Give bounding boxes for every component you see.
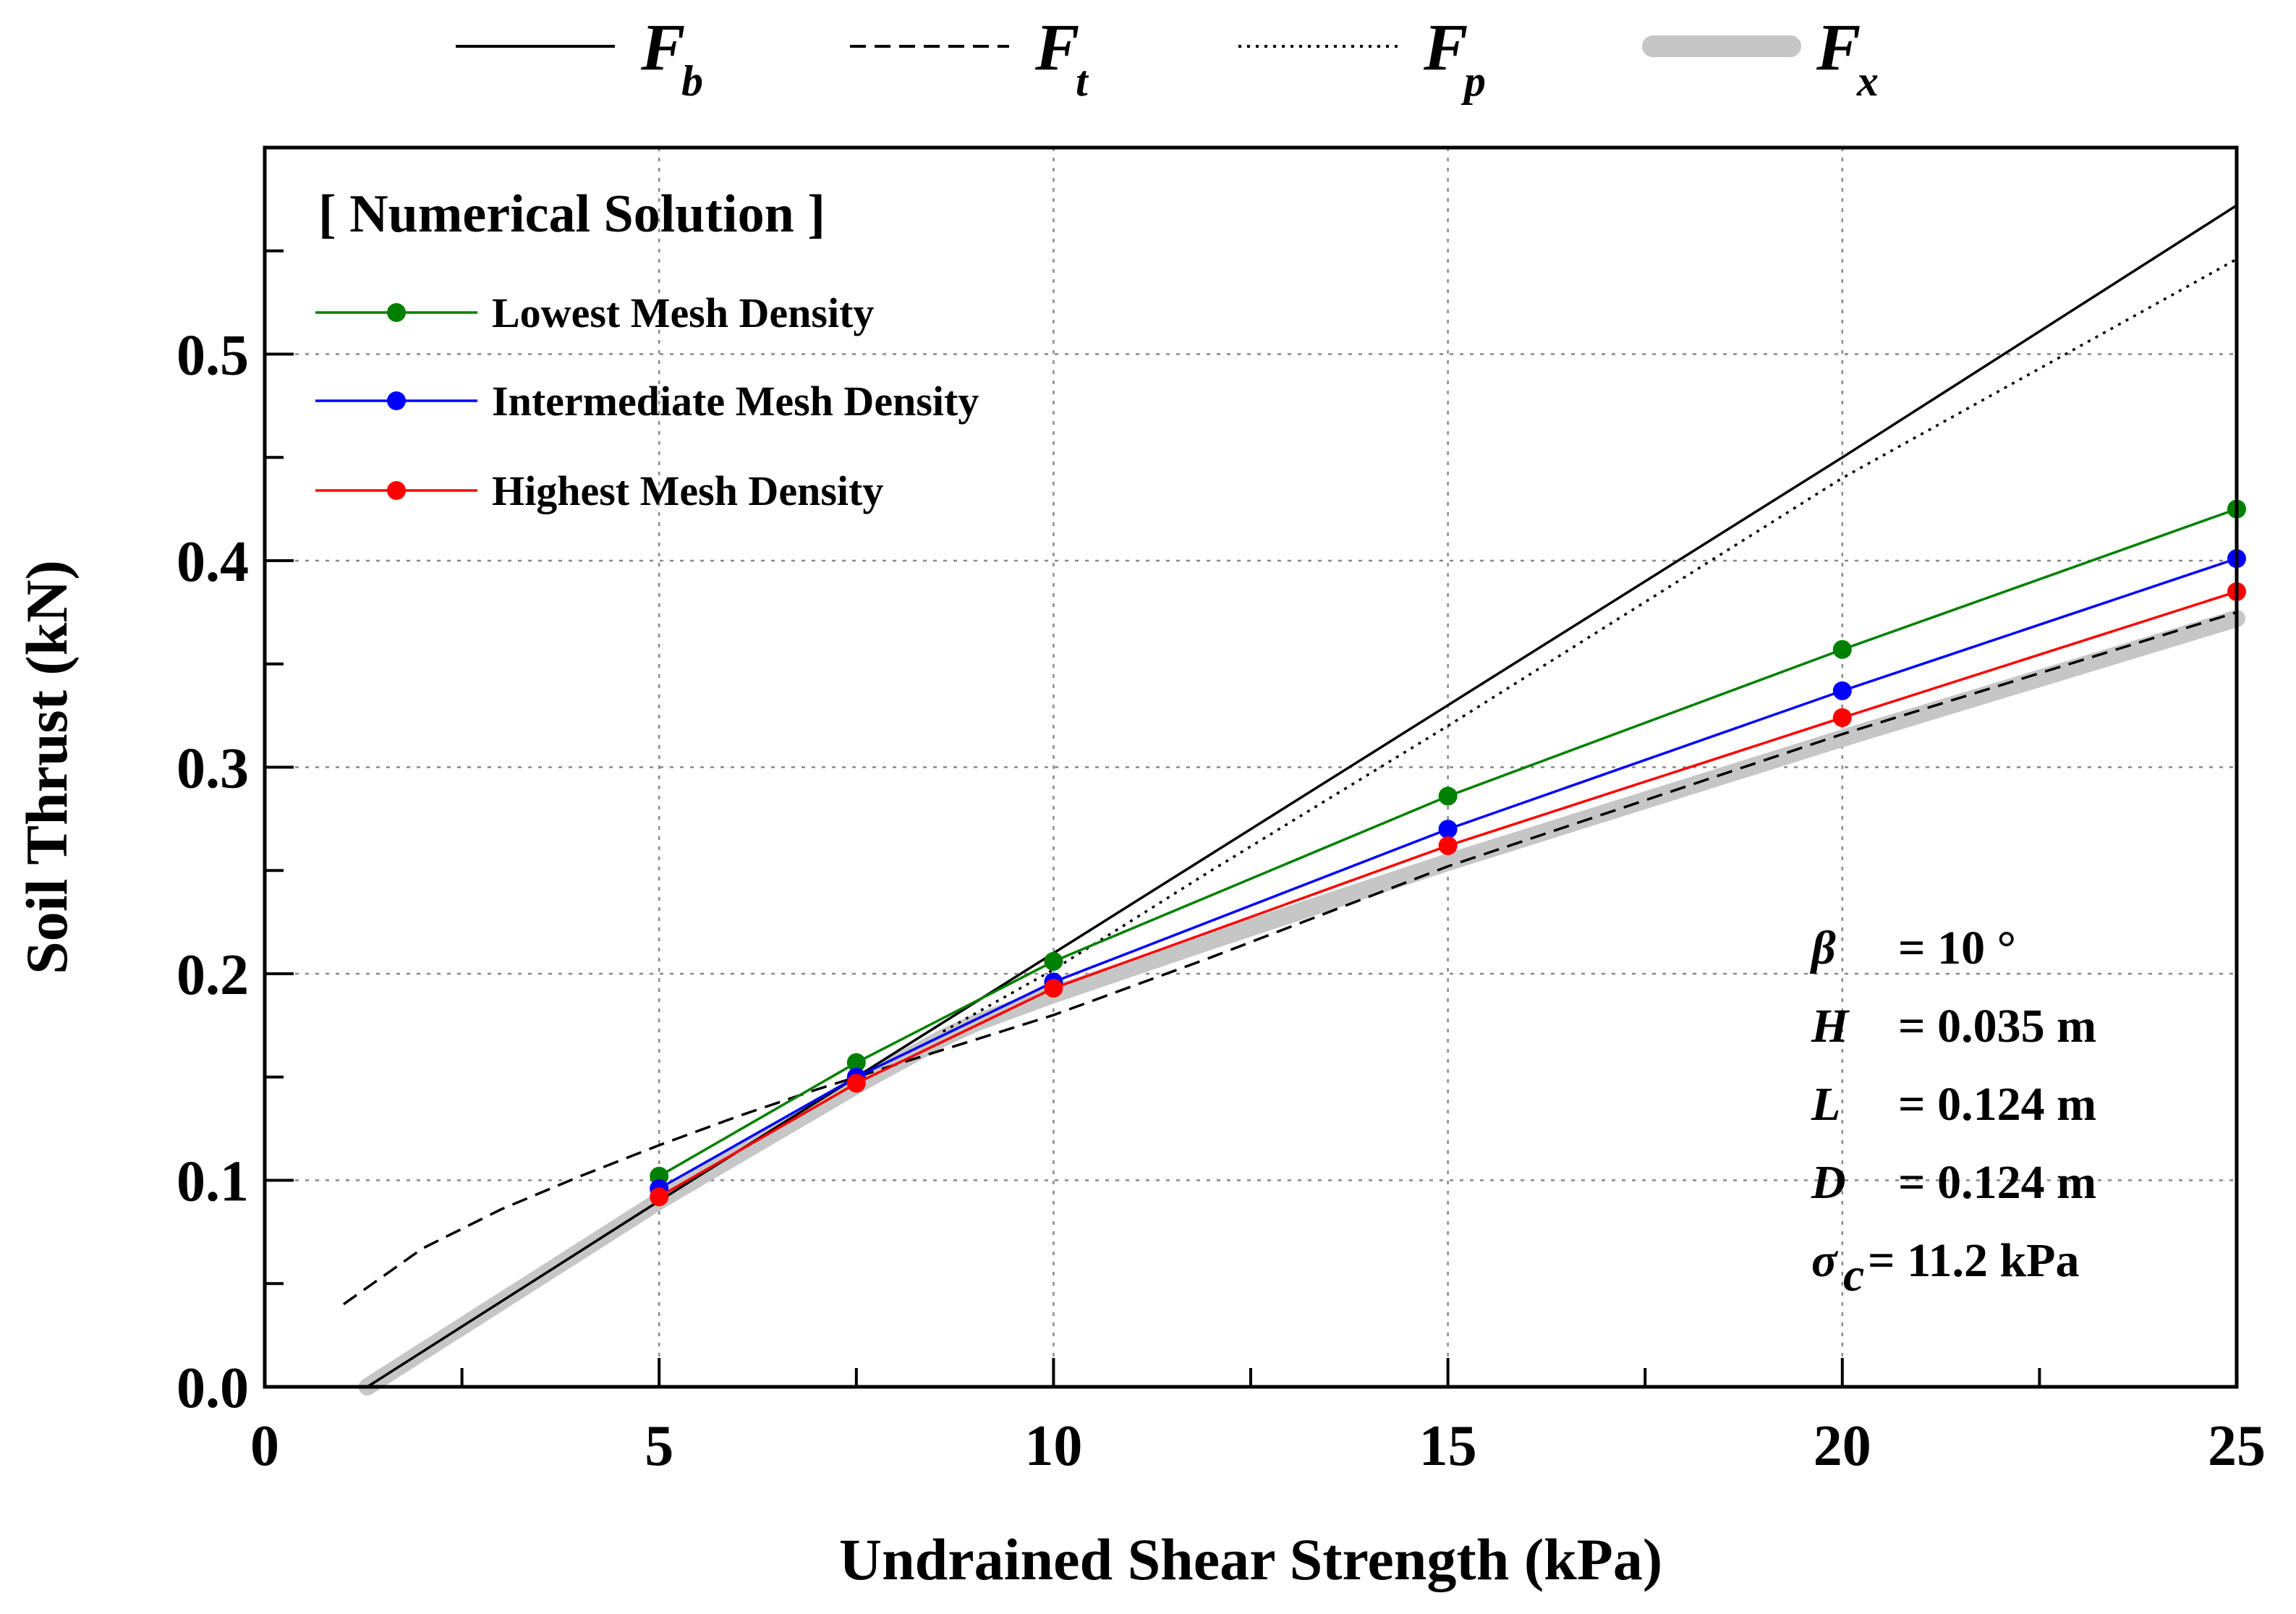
param-subscript: c bbox=[1843, 1249, 1864, 1301]
data-point-highest-mesh-density bbox=[846, 1074, 866, 1093]
curve-fx bbox=[358, 609, 2245, 1396]
x-tick-label: 25 bbox=[2208, 1414, 2266, 1478]
y-axis-title: Soil Thrust (kN) bbox=[14, 560, 80, 974]
data-point-highest-mesh-density bbox=[1832, 708, 1852, 727]
data-point-highest-mesh-density bbox=[1044, 978, 1063, 998]
legend-symbol-fb: F bbox=[640, 10, 685, 84]
y-tick-label: 0.2 bbox=[177, 943, 249, 1007]
x-tick-label: 20 bbox=[1814, 1414, 1871, 1478]
param-value: = 0.035 m bbox=[1898, 1000, 2096, 1053]
data-point-highest-mesh-density bbox=[650, 1187, 669, 1207]
legend-marker-highest-mesh-density bbox=[387, 481, 406, 500]
param-symbol: σ bbox=[1811, 1234, 1839, 1287]
param-value: = 11.2 kPa bbox=[1868, 1234, 2080, 1287]
series-line-intermediate-mesh-density bbox=[658, 557, 2237, 1190]
legend-subscript-fx: x bbox=[1856, 57, 1879, 105]
tick-labels: 0 5 10 15 20 25 0.0 0.1 0.2 0.3 0.4 0.5 bbox=[177, 324, 2266, 1479]
legend-symbol-fx: F bbox=[1816, 10, 1861, 84]
parameter-annotations: β = 10 ° H = 0.035 m L = 0.124 m D = 0.124 m σ c =… bbox=[1809, 922, 2096, 1301]
series-line-lowest-mesh-density bbox=[658, 507, 2237, 1178]
y-tick-label: 0.0 bbox=[177, 1356, 249, 1420]
y-tick-label: 0.5 bbox=[177, 324, 249, 388]
curve-fb bbox=[366, 204, 2237, 1388]
numerical-series-legend: Lowest Mesh Density Intermediate Mesh Den… bbox=[315, 289, 979, 514]
legend-marker-lowest-mesh-density bbox=[387, 303, 406, 322]
data-point-lowest-mesh-density bbox=[1044, 951, 1063, 971]
y-tick-label: 0.3 bbox=[177, 737, 249, 801]
legend-label-highest-mesh-density: Highest Mesh Density bbox=[492, 467, 883, 514]
x-tick-label: 15 bbox=[1419, 1414, 1477, 1478]
x-axis-title: Undrained Shear Strength (kPa) bbox=[839, 1526, 1662, 1592]
data-point-lowest-mesh-density bbox=[846, 1053, 866, 1072]
x-tick-label: 5 bbox=[645, 1414, 673, 1478]
param-symbol: D bbox=[1811, 1156, 1846, 1209]
param-symbol: H bbox=[1811, 1000, 1850, 1053]
data-point-highest-mesh-density bbox=[1438, 836, 1458, 855]
series-line-highest-mesh-density bbox=[658, 590, 2237, 1198]
data-point-intermediate-mesh-density bbox=[1832, 681, 1852, 700]
legend-symbol-fp: F bbox=[1423, 10, 1468, 84]
data-point-intermediate-mesh-density bbox=[1438, 820, 1458, 839]
param-value: = 0.124 m bbox=[1898, 1078, 2096, 1131]
plot-frame bbox=[263, 145, 2239, 1389]
analytic-curves bbox=[342, 204, 2245, 1396]
legend-label-intermediate-mesh-density: Intermediate Mesh Density bbox=[492, 378, 979, 425]
curve-ft bbox=[342, 611, 2237, 1306]
legend-symbol-ft: F bbox=[1034, 10, 1079, 84]
data-point-lowest-mesh-density bbox=[1438, 786, 1458, 806]
analytic-curve-legend: Fb Ft Fp Fx bbox=[456, 10, 1879, 105]
curve-fp bbox=[942, 258, 2237, 1033]
param-symbol: β bbox=[1809, 922, 1836, 974]
data-point-lowest-mesh-density bbox=[1832, 640, 1852, 659]
legend-subscript-fb: b bbox=[681, 57, 703, 105]
legend-label-lowest-mesh-density: Lowest Mesh Density bbox=[492, 289, 874, 336]
y-tick-label: 0.4 bbox=[177, 530, 249, 594]
numerical-series bbox=[650, 499, 2246, 1207]
y-tick-label: 0.1 bbox=[177, 1150, 249, 1214]
legend-subscript-fp: p bbox=[1460, 57, 1486, 105]
legend-subscript-ft: t bbox=[1076, 57, 1089, 105]
x-tick-label: 10 bbox=[1024, 1414, 1082, 1478]
param-symbol: L bbox=[1811, 1078, 1840, 1131]
gridlines bbox=[265, 148, 2237, 1387]
param-value: = 10 ° bbox=[1898, 922, 2016, 974]
param-value: = 0.124 m bbox=[1898, 1156, 2096, 1209]
x-tick-label: 0 bbox=[250, 1414, 279, 1478]
legend-marker-intermediate-mesh-density bbox=[387, 391, 406, 410]
numerical-legend-title: [ Numerical Solution ] bbox=[318, 184, 825, 244]
axis-ticks bbox=[263, 146, 2238, 1388]
